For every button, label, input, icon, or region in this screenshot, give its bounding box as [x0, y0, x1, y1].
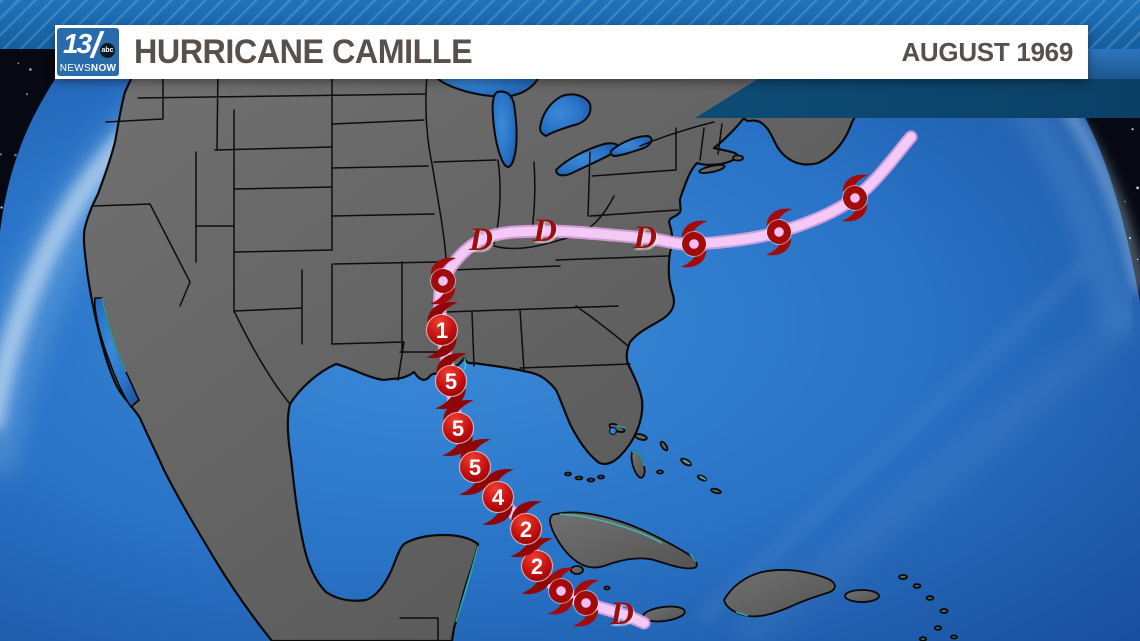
- star: [14, 153, 17, 157]
- category-number: 5: [469, 455, 481, 480]
- state-borders: [93, 63, 723, 641]
- depression-label: D: [532, 213, 557, 249]
- track-point-depression-D: D: [532, 213, 557, 249]
- tropical-storm-icon: [765, 208, 793, 256]
- tropical-storm-icon: [429, 257, 457, 305]
- hurricane-icon: 5: [458, 438, 492, 496]
- lake-okeechobee: [608, 426, 618, 436]
- track-point-storm: [765, 208, 793, 256]
- star: [25, 93, 29, 96]
- island-hispaniola: [723, 569, 836, 618]
- track-point-storm: [572, 579, 600, 627]
- depression-label: D: [632, 220, 657, 256]
- track-point-storm: [680, 220, 708, 268]
- tropical-storm-icon: [572, 579, 600, 627]
- star: [0, 152, 2, 156]
- page-title: HURRICANE CAMILLE: [134, 32, 473, 71]
- island-puerto-rico: [844, 589, 880, 603]
- category-number: 2: [520, 517, 532, 542]
- track-point-category-2: 2: [509, 500, 543, 558]
- title-banner: 13 abc NEWSNOW HURRICANE CAMILLE AUGUST …: [55, 25, 1088, 79]
- island-cuba: [549, 511, 698, 570]
- star: [17, 62, 20, 65]
- hurricane-icon: 5: [434, 352, 468, 410]
- track-point-category-5: 5: [458, 438, 492, 496]
- star: [0, 206, 3, 209]
- track-point-depression-D: D: [632, 220, 657, 256]
- star: [1123, 200, 1126, 203]
- track-point-category-4: 4: [481, 468, 515, 526]
- category-number: 1: [436, 318, 448, 343]
- track-point-storm: [841, 174, 869, 222]
- hurricane-icon: 1: [425, 301, 459, 359]
- caribbean-islands: [549, 154, 958, 641]
- date-label: AUGUST 1969: [901, 36, 1073, 67]
- hurricane-icon: 2: [509, 500, 543, 558]
- coast-accents: [455, 357, 749, 623]
- teal-accent-band: [695, 79, 1140, 118]
- track-point-depression-D: D: [609, 596, 634, 632]
- florida-keys: [564, 471, 605, 483]
- category-number: 2: [531, 554, 543, 579]
- track-point-category-5: 5: [434, 352, 468, 410]
- depression-label: D: [609, 596, 634, 632]
- island-isle-of-youth: [570, 565, 584, 575]
- track-point-storm: [547, 567, 575, 615]
- category-number: 5: [452, 416, 464, 441]
- track-point-category-1: 1: [425, 301, 459, 359]
- tropical-storm-icon: [547, 567, 575, 615]
- tropical-storm-icon: [841, 174, 869, 222]
- tropical-storm-icon: [680, 220, 708, 268]
- depression-label: D: [468, 222, 493, 258]
- star: [1131, 128, 1134, 131]
- star: [29, 68, 32, 71]
- station-logo: 13 abc NEWSNOW: [57, 28, 119, 76]
- lesser-antilles: [603, 574, 958, 641]
- category-number: 5: [445, 369, 457, 394]
- island-long-island: [698, 164, 726, 174]
- abc-network-icon: abc: [100, 43, 115, 58]
- track-point-depression-D: D: [468, 222, 493, 258]
- logo-newsnow: NEWSNOW: [59, 63, 117, 74]
- star: [1136, 186, 1139, 190]
- category-number: 4: [492, 485, 505, 510]
- logo-number: 13: [63, 28, 92, 59]
- track-point-storm: [429, 257, 457, 305]
- hurricane-icon: 4: [481, 468, 515, 526]
